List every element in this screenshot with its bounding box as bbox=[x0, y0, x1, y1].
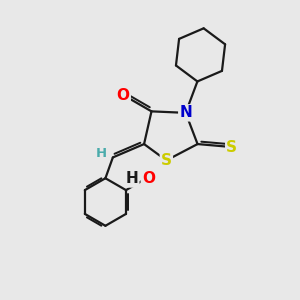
Text: O: O bbox=[117, 88, 130, 103]
Text: H: H bbox=[126, 172, 138, 187]
Text: H: H bbox=[96, 147, 107, 161]
Text: S: S bbox=[161, 153, 172, 168]
Text: N: N bbox=[179, 105, 192, 120]
Text: O: O bbox=[142, 172, 155, 187]
Text: S: S bbox=[226, 140, 237, 154]
